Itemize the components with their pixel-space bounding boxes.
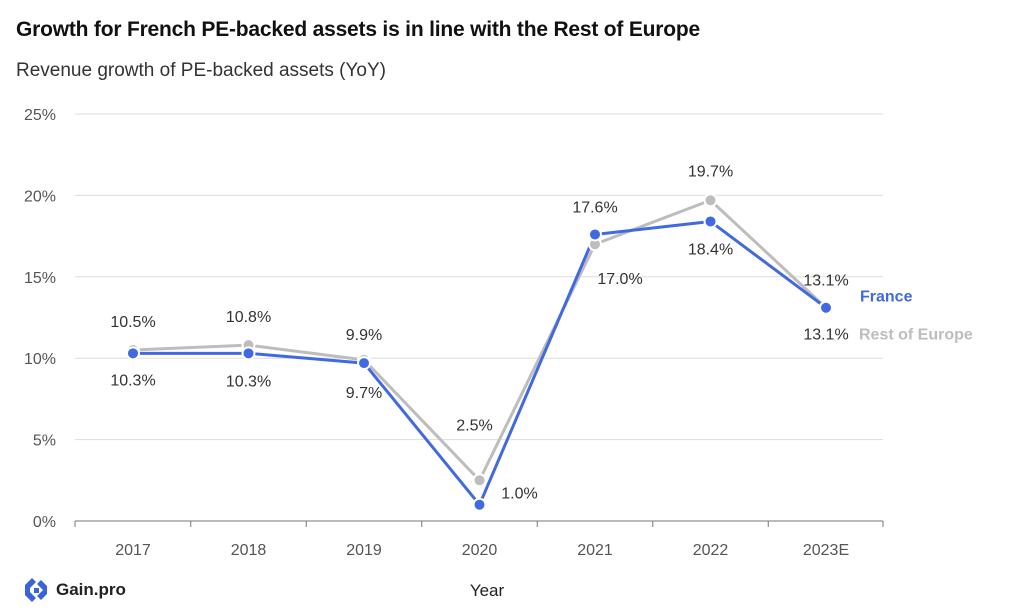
series-line [133,219,827,507]
france-data-label: 10.3% [110,372,155,389]
legend-rest-of-europe: Rest of Europe [859,327,973,344]
y-tick-label: 20% [24,188,56,205]
rest-of-europe-data-label: 10.8% [226,309,271,326]
chart-title: Growth for French PE-backed assets is in… [16,18,700,41]
rest-of-europe-data-label: 10.5% [110,314,155,331]
x-tick-label: 2019 [346,542,382,559]
y-tick-label: 15% [24,270,56,287]
data-point [819,300,833,315]
data-point [126,346,140,361]
x-tick-label: 2021 [577,542,613,559]
x-tick-label: 2018 [231,542,267,559]
brand-logo: Gain.pro [22,576,126,604]
data-point [241,346,256,361]
y-tick-label: 5% [33,433,56,450]
legend-france: France [860,289,913,306]
data-point [357,356,371,371]
x-tick-label: 2020 [462,542,498,559]
france-data-label: 9.7% [346,385,382,402]
rest-of-europe-data-label: 9.9% [346,327,382,344]
data-point [472,473,487,488]
x-tick-label: 2022 [693,542,729,559]
data-point [472,497,487,512]
france-data-label: 1.0% [501,486,537,503]
data-point [703,214,718,229]
france-data-label: 10.3% [226,373,271,390]
france-data-label: 18.4% [688,241,733,258]
data-point [703,193,718,208]
data-point [588,227,602,242]
logo-text: Gain.pro [56,580,126,599]
y-tick-label: 0% [33,514,56,531]
gain-logo-icon [25,578,47,602]
rest-of-europe-data-label: 17.0% [597,271,642,288]
france-data-label: 13.1% [803,327,848,344]
x-axis-title: Year [470,581,505,600]
rest-of-europe-data-label: 2.5% [456,417,492,434]
y-tick-label: 10% [24,351,56,368]
y-tick-label: 25% [24,107,56,124]
x-tick-label: 2023E [803,542,849,559]
rest-of-europe-data-label: 19.7% [688,163,733,180]
rest-of-europe-data-label: 13.1% [803,273,848,290]
x-tick-label: 2017 [115,542,151,559]
chart-subtitle: Revenue growth of PE-backed assets (YoY) [16,60,386,81]
france-data-label: 17.6% [572,199,617,216]
